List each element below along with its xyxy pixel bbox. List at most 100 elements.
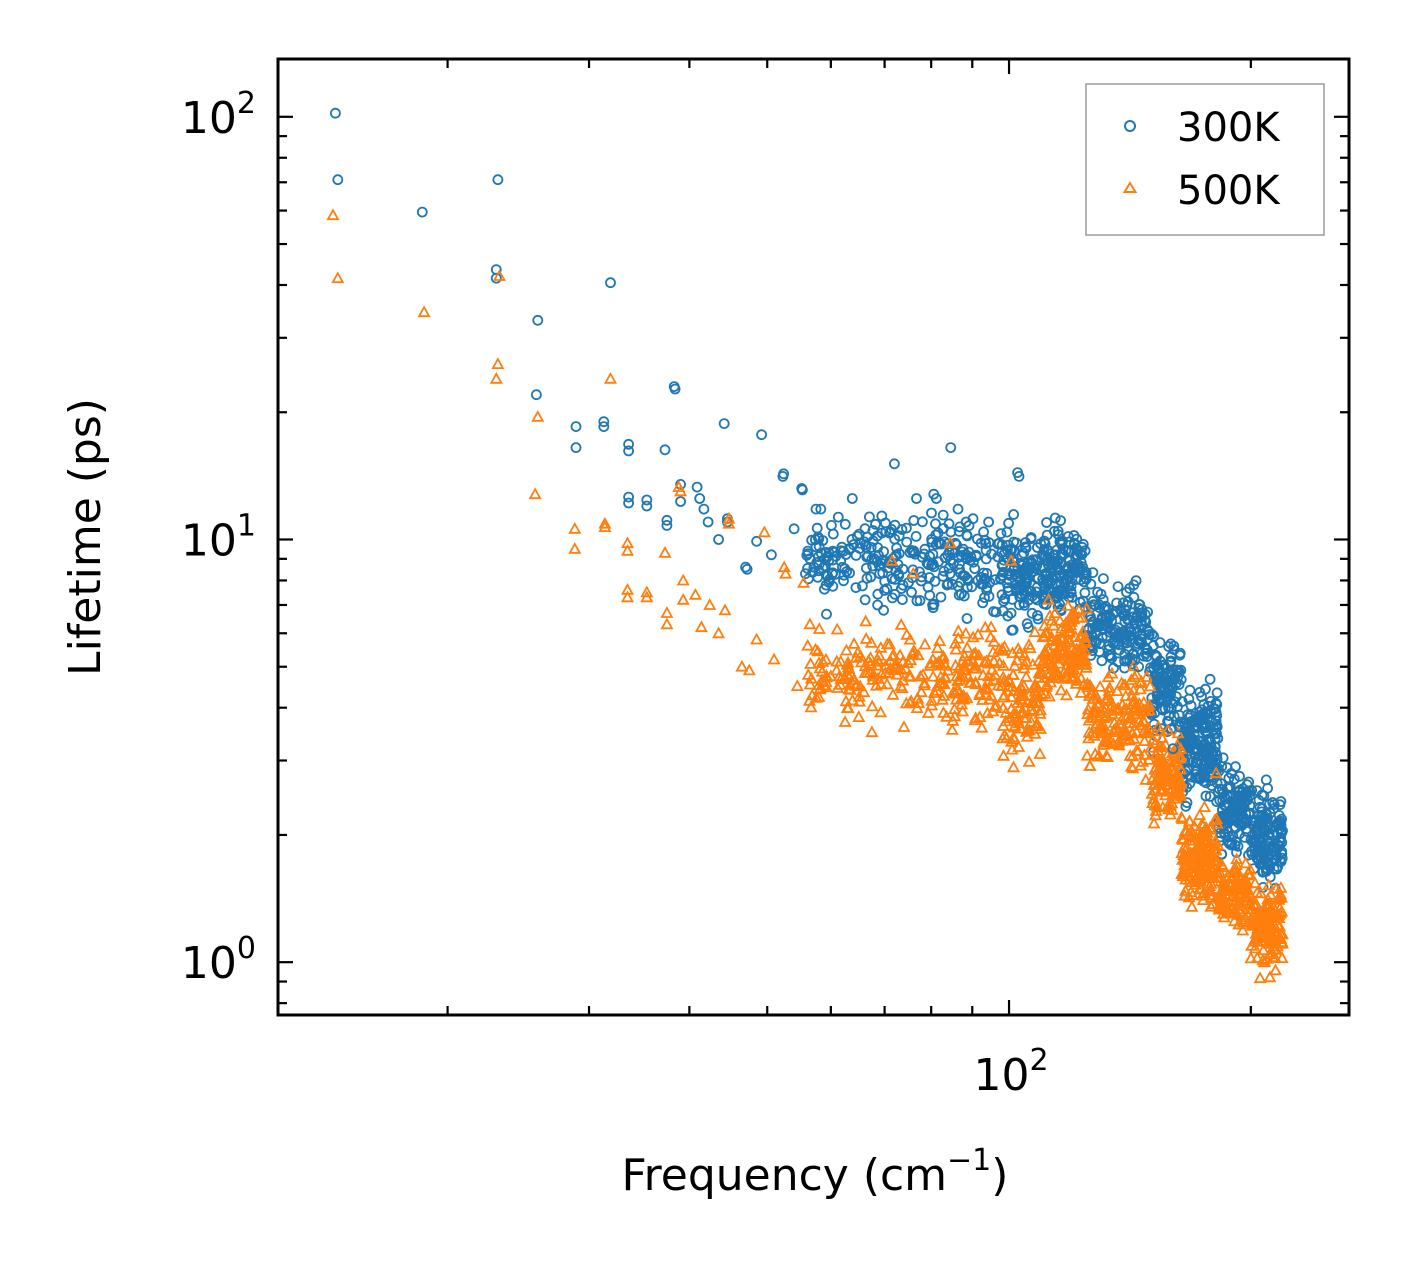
data-point-300k xyxy=(623,438,634,450)
data-point-500k xyxy=(1273,901,1287,914)
data-point-300k xyxy=(917,516,928,528)
data-point-300k xyxy=(1238,812,1250,823)
data-point-300k xyxy=(1014,599,1025,611)
data-point-300k xyxy=(751,535,762,547)
data-point-500k xyxy=(718,603,732,616)
data-point-500k xyxy=(945,723,959,735)
data-point-500k xyxy=(883,637,897,650)
data-point-500k xyxy=(853,649,868,661)
data-point-500k xyxy=(857,685,871,698)
data-point-300k xyxy=(867,560,879,572)
data-point-300k xyxy=(1085,578,1097,590)
data-point-500k xyxy=(1142,698,1156,711)
data-point-300k xyxy=(1168,710,1180,722)
data-point-500k xyxy=(1204,890,1218,903)
data-point-300k xyxy=(1176,696,1188,707)
data-point-500k xyxy=(1147,816,1161,829)
data-point-300k xyxy=(1010,579,1022,591)
data-point-500k xyxy=(852,710,866,722)
data-point-500k xyxy=(984,689,998,701)
data-point-500k xyxy=(1076,624,1090,637)
data-point-500k xyxy=(1015,689,1029,702)
data-point-500k xyxy=(1072,644,1086,657)
data-point-500k xyxy=(955,691,969,704)
data-point-500k xyxy=(964,675,978,688)
data-point-500k xyxy=(1105,666,1119,679)
data-point-500k xyxy=(996,659,1010,671)
data-point-500k xyxy=(883,654,897,666)
data-point-300k xyxy=(675,478,686,490)
data-point-300k xyxy=(904,547,916,558)
data-point-300k xyxy=(1204,755,1216,766)
data-point-300k xyxy=(996,589,1008,601)
data-point-500k xyxy=(640,590,654,603)
data-point-500k xyxy=(1019,711,1033,724)
data-point-300k xyxy=(1264,798,1275,810)
data-point-500k xyxy=(1018,701,1032,713)
data-point-300k xyxy=(1077,595,1089,607)
data-point-500k xyxy=(531,410,545,422)
data-point-300k xyxy=(1196,691,1207,702)
data-point-500k xyxy=(712,626,726,639)
data-point-500k xyxy=(492,269,506,281)
data-point-300k xyxy=(531,389,542,401)
data-point-500k xyxy=(1070,674,1084,686)
data-point-300k xyxy=(1105,650,1116,662)
data-point-500k xyxy=(735,659,749,672)
data-point-300k xyxy=(1222,817,1233,828)
data-point-300k xyxy=(1128,611,1139,623)
data-point-500k xyxy=(903,632,917,645)
data-point-500k xyxy=(598,520,612,532)
data-point-500k xyxy=(839,643,853,656)
data-point-500k xyxy=(917,678,931,691)
data-point-300k xyxy=(838,575,849,587)
data-point-500k xyxy=(1222,869,1236,881)
data-point-300k xyxy=(1184,748,1196,760)
data-point-300k xyxy=(1165,638,1177,650)
data-point-300k xyxy=(1007,594,1018,605)
data-point-500k xyxy=(1078,653,1093,665)
data-point-500k xyxy=(961,670,976,682)
data-point-500k xyxy=(870,658,884,671)
data-point-300k xyxy=(864,511,875,523)
data-point-300k xyxy=(865,571,877,583)
data-point-300k xyxy=(1185,771,1197,783)
data-point-500k xyxy=(948,636,962,649)
data-point-500k xyxy=(1178,888,1192,901)
data-point-500k xyxy=(1175,866,1189,878)
data-point-500k xyxy=(917,676,932,689)
data-point-300k xyxy=(897,579,909,591)
data-point-500k xyxy=(1066,605,1080,618)
data-point-500k xyxy=(1148,798,1162,811)
data-point-500k xyxy=(847,637,861,649)
data-point-500k xyxy=(1268,903,1283,916)
data-point-300k xyxy=(1023,622,1034,633)
data-point-500k xyxy=(1180,869,1194,882)
data-point-300k xyxy=(1174,721,1185,733)
data-point-300k xyxy=(1121,634,1132,645)
data-point-500k xyxy=(859,614,873,627)
data-point-500k xyxy=(1149,808,1163,821)
data-point-500k xyxy=(1124,673,1138,685)
data-point-500k xyxy=(811,644,825,657)
data-point-300k xyxy=(937,509,949,521)
data-point-500k xyxy=(841,701,855,714)
data-point-500k xyxy=(995,642,1009,655)
data-point-300k xyxy=(1268,799,1280,810)
data-point-500k xyxy=(797,575,811,588)
data-point-500k xyxy=(918,637,932,650)
data-point-300k xyxy=(1013,581,1024,593)
data-point-500k xyxy=(1265,928,1279,941)
data-point-300k xyxy=(961,530,973,542)
data-point-300k xyxy=(788,523,800,535)
data-point-500k xyxy=(1008,659,1022,671)
data-point-500k xyxy=(1248,876,1262,889)
data-point-500k xyxy=(1275,951,1289,963)
data-point-300k xyxy=(977,597,989,609)
data-point-300k xyxy=(826,568,838,580)
data-point-300k xyxy=(878,604,889,616)
data-point-500k xyxy=(1055,646,1069,659)
data-point-300k xyxy=(977,578,989,590)
data-point-500k xyxy=(910,691,925,704)
data-point-300k xyxy=(675,496,686,507)
